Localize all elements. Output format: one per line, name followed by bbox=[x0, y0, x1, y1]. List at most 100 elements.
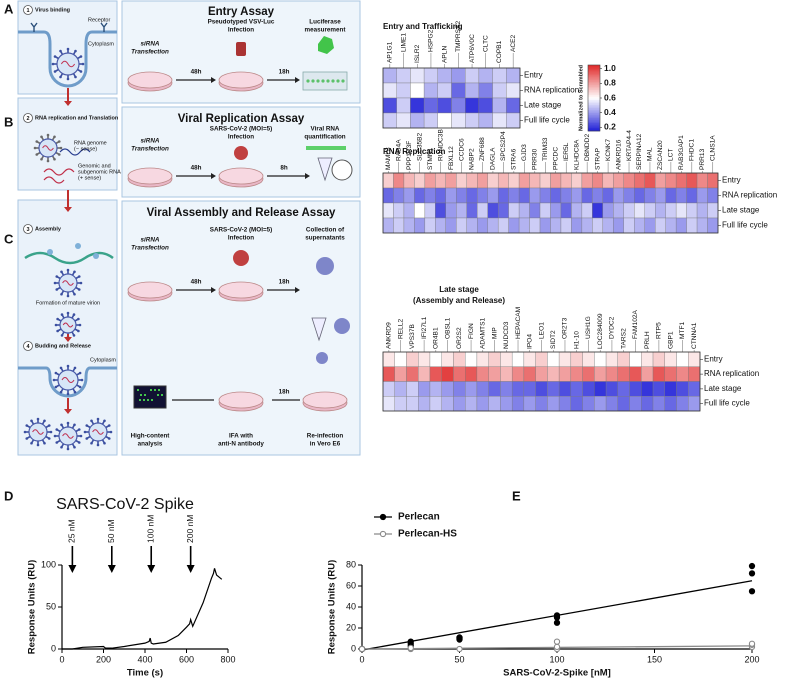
cell-dot bbox=[151, 399, 153, 401]
heatmap-cell bbox=[456, 202, 467, 219]
heatmap-cell bbox=[453, 381, 466, 397]
colorbar-step bbox=[588, 119, 600, 122]
heatmap-cell bbox=[652, 366, 665, 382]
heatmap-cell bbox=[571, 217, 583, 234]
colorbar-tick-label: 0.4 bbox=[604, 107, 616, 117]
colorbar-tick-label: 1.0 bbox=[604, 63, 616, 73]
heatmap-cell bbox=[570, 396, 583, 412]
assay-step: Pseudotyped VSV-Luc bbox=[208, 19, 275, 26]
heatmap-cell bbox=[478, 82, 493, 99]
well bbox=[331, 79, 335, 83]
heatmap-cell bbox=[602, 217, 614, 234]
heatmap-cell bbox=[571, 202, 583, 219]
rna bbox=[32, 429, 44, 435]
heatmap-cell bbox=[652, 381, 665, 397]
heatmap-frame bbox=[382, 351, 701, 412]
gene-label: SPCS2P4 bbox=[500, 131, 507, 161]
heatmap-cell bbox=[382, 351, 395, 367]
assay-time: 48h bbox=[191, 279, 202, 286]
gene-label: USH1G bbox=[585, 316, 592, 339]
dish-top bbox=[218, 281, 264, 299]
heatmap-cell bbox=[406, 351, 419, 367]
gene-label: OR2T3 bbox=[562, 317, 569, 339]
colorbar-step bbox=[588, 98, 600, 100]
heatmap-cell bbox=[547, 366, 560, 382]
dish-top bbox=[218, 391, 264, 409]
cell-dot bbox=[161, 394, 163, 396]
step-number: 1 bbox=[26, 8, 29, 14]
heatmap-cell bbox=[605, 396, 618, 412]
gene-label: ZSCAN20 bbox=[657, 140, 664, 170]
heatmap-cell bbox=[394, 366, 407, 382]
annotation-arrow-head bbox=[147, 565, 156, 573]
assay-step: quantification bbox=[304, 134, 345, 141]
heatmap-cell bbox=[451, 67, 466, 84]
heatmap-cell bbox=[403, 202, 415, 219]
heatmap-cell bbox=[529, 217, 541, 234]
heatmap-cell bbox=[592, 172, 604, 189]
gene-label: TARS2 bbox=[620, 328, 627, 349]
assay-step: IFA with bbox=[229, 433, 253, 440]
y-tick-label: 0 bbox=[351, 643, 356, 653]
heatmap-cell bbox=[477, 172, 488, 189]
heatmap-cell bbox=[423, 67, 438, 84]
heatmap-cell bbox=[382, 82, 397, 99]
gene-label: HSPG2 bbox=[428, 29, 435, 52]
gene-label: OBSL1 bbox=[444, 317, 451, 339]
heatmap-cell bbox=[500, 381, 513, 397]
gene-label: STMN1 bbox=[427, 147, 434, 170]
gene-label: FBXL12 bbox=[448, 146, 455, 170]
heatmap-title: Entry and Trafficking bbox=[383, 22, 463, 31]
heatmap-cell bbox=[435, 172, 446, 189]
annotation-label: 200 nM bbox=[185, 515, 195, 543]
spike-head bbox=[66, 364, 70, 368]
spike-head bbox=[59, 75, 62, 79]
spike-head bbox=[66, 47, 70, 51]
virus-icon bbox=[234, 146, 248, 160]
heatmap-cell bbox=[617, 351, 630, 367]
spike-head bbox=[59, 49, 62, 53]
heatmap-cell bbox=[594, 396, 607, 412]
heatmap-cell bbox=[403, 187, 415, 204]
spike-head bbox=[53, 135, 56, 139]
heatmap-cell bbox=[424, 187, 436, 204]
heatmap-cell bbox=[629, 351, 642, 367]
heatmap-cell bbox=[445, 217, 457, 234]
spike-head bbox=[79, 70, 83, 73]
x-tick-label: 200 bbox=[744, 654, 759, 664]
assay-step: measurement bbox=[305, 27, 347, 34]
well bbox=[311, 79, 315, 83]
spike-head bbox=[73, 445, 76, 449]
heatmap-cell bbox=[634, 187, 645, 204]
sensorgram-line bbox=[62, 568, 223, 650]
heatmap-cell bbox=[696, 217, 708, 234]
gene-label: RAB3GAP1 bbox=[678, 135, 685, 170]
heatmap-cell bbox=[437, 82, 452, 99]
heatmap-cell bbox=[675, 202, 687, 219]
heatmap-cell bbox=[465, 396, 478, 412]
spike-head bbox=[66, 392, 70, 396]
gene-label: H1-10 bbox=[573, 331, 580, 349]
heatmap-cell bbox=[394, 381, 407, 397]
virion-icon bbox=[53, 421, 83, 451]
heatmap-cell bbox=[644, 217, 656, 234]
heatmap-cell bbox=[664, 351, 677, 367]
heatmap-cell bbox=[476, 351, 489, 367]
heatmap-cell bbox=[696, 202, 708, 219]
step-number: 2 bbox=[26, 116, 29, 122]
gene-label: STRA6 bbox=[511, 148, 518, 170]
rna-genome-label: RNA genome bbox=[74, 140, 107, 146]
data-point bbox=[748, 570, 756, 577]
heatmap-cell bbox=[602, 172, 614, 189]
spike-head bbox=[52, 378, 56, 382]
heatmap-cell bbox=[492, 112, 507, 129]
colorbar-step bbox=[588, 106, 600, 109]
colorbar-step bbox=[588, 116, 600, 119]
y-tick-label: 60 bbox=[346, 580, 356, 590]
gene-label: CTNNA1 bbox=[691, 322, 698, 349]
heatmap-cell bbox=[696, 187, 708, 204]
colorbar-step bbox=[588, 66, 600, 69]
chart-title: SARS-CoV-2 Spike bbox=[56, 496, 194, 513]
spike-head bbox=[78, 385, 82, 389]
heatmap-cell bbox=[676, 366, 689, 382]
